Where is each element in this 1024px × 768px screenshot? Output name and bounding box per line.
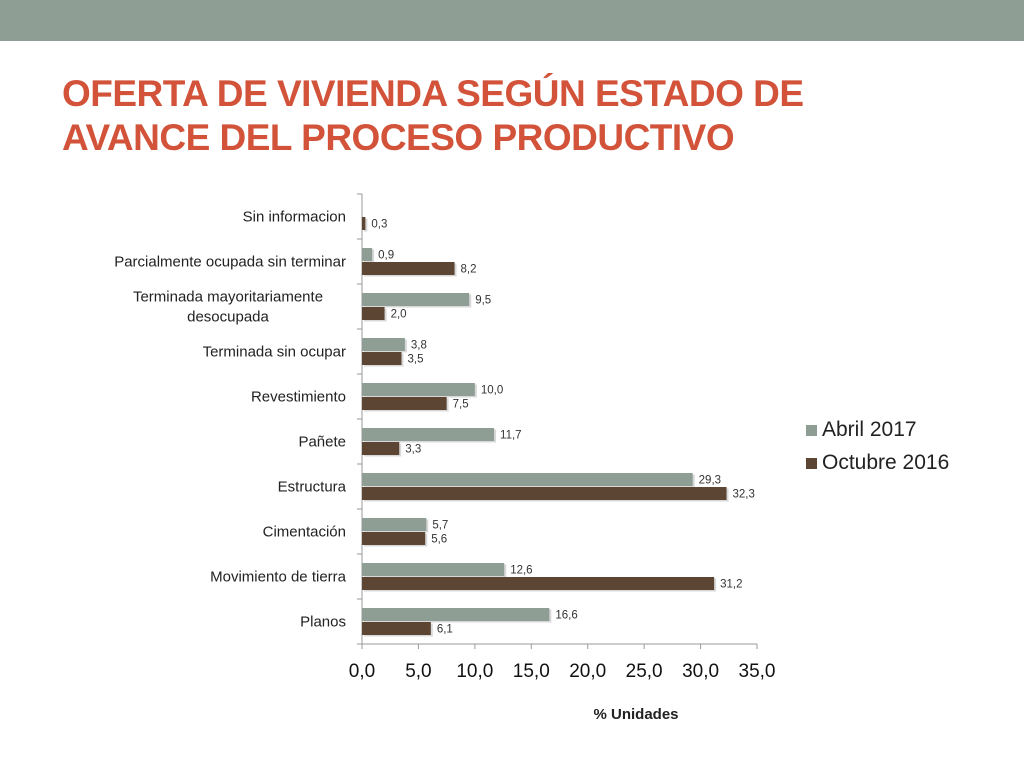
data-label: 2,0: [391, 309, 407, 321]
top-decorative-band: [0, 0, 1024, 41]
x-tick-label: 5,0: [405, 661, 431, 682]
bar-abril-2017: [362, 518, 427, 531]
category-label: Pañete: [298, 434, 346, 451]
bar-abril-2017: [362, 293, 470, 306]
bar-octubre-2016: [362, 487, 727, 500]
bar-abril-2017: [362, 473, 693, 486]
bar-octubre-2016: [362, 262, 455, 275]
category-label: desocupada: [187, 309, 269, 326]
bar-abril-2017: [362, 248, 373, 261]
data-label: 10,0: [481, 385, 503, 397]
data-label: 8,2: [461, 264, 477, 276]
bar-octubre-2016: [362, 307, 385, 320]
x-tick-label: 30,0: [682, 661, 719, 682]
x-tick-label: 10,0: [456, 661, 493, 682]
data-label: 6,1: [437, 624, 453, 636]
data-label: 3,5: [408, 354, 424, 366]
legend-entry: Octubre 2016: [822, 451, 949, 474]
bar-shadow: [364, 218, 368, 232]
legend-swatch-abril-2017: [806, 425, 817, 436]
bar-abril-2017: [362, 608, 550, 621]
data-label: 5,7: [432, 520, 448, 532]
data-label: 29,3: [699, 475, 721, 487]
x-tick-label: 25,0: [626, 661, 663, 682]
x-tick-label: 20,0: [569, 661, 606, 682]
slide-title-line-2: AVANCE DEL PROCESO PRODUCTIVO: [62, 117, 735, 158]
legend-swatch-octubre-2016: [806, 458, 817, 469]
bar-octubre-2016: [362, 442, 400, 455]
bar-octubre-2016: [362, 217, 366, 230]
bar-octubre-2016: [362, 397, 447, 410]
x-tick-label: 35,0: [739, 661, 776, 682]
category-label: Cimentación: [263, 524, 346, 541]
data-label: 7,5: [453, 399, 469, 411]
bar-octubre-2016: [362, 532, 426, 545]
bar-abril-2017: [362, 383, 475, 396]
data-label: 0,9: [378, 250, 394, 262]
data-label: 12,6: [510, 565, 532, 577]
x-tick-label: 15,0: [513, 661, 550, 682]
data-label: 5,6: [431, 534, 447, 546]
bar-octubre-2016: [362, 352, 402, 365]
category-label: Estructura: [278, 479, 347, 496]
legend-entry: Abril 2017: [822, 418, 917, 441]
x-axis-title: % Unidades: [593, 706, 678, 723]
data-label: 16,6: [555, 610, 577, 622]
data-label: 31,2: [720, 579, 742, 591]
bar-abril-2017: [362, 338, 405, 351]
category-label: Parcialmente ocupada sin terminar: [114, 254, 346, 271]
bar-abril-2017: [362, 428, 495, 441]
category-label: Terminada mayoritariamente: [133, 289, 323, 306]
data-label: 32,3: [733, 489, 755, 501]
data-label: 9,5: [475, 295, 491, 307]
data-label: 11,7: [500, 430, 522, 442]
data-label: 3,3: [405, 444, 421, 456]
data-label: 3,8: [411, 340, 427, 352]
slide-title-line-1: OFERTA DE VIVIENDA SEGÚN ESTADO DE: [62, 73, 804, 114]
category-label: Terminada sin ocupar: [203, 344, 346, 361]
category-label: Sin informacion: [243, 209, 346, 226]
slide-title: OFERTA DE VIVIENDA SEGÚN ESTADO DE AVANC…: [62, 72, 962, 160]
category-label: Movimiento de tierra: [210, 569, 347, 586]
bar-octubre-2016: [362, 577, 715, 590]
bar-abril-2017: [362, 563, 505, 576]
x-tick-label: 0,0: [349, 661, 375, 682]
category-label: Revestimiento: [251, 389, 346, 406]
bar-octubre-2016: [362, 622, 431, 635]
category-label: Planos: [300, 614, 346, 631]
data-label: 0,3: [371, 219, 387, 231]
